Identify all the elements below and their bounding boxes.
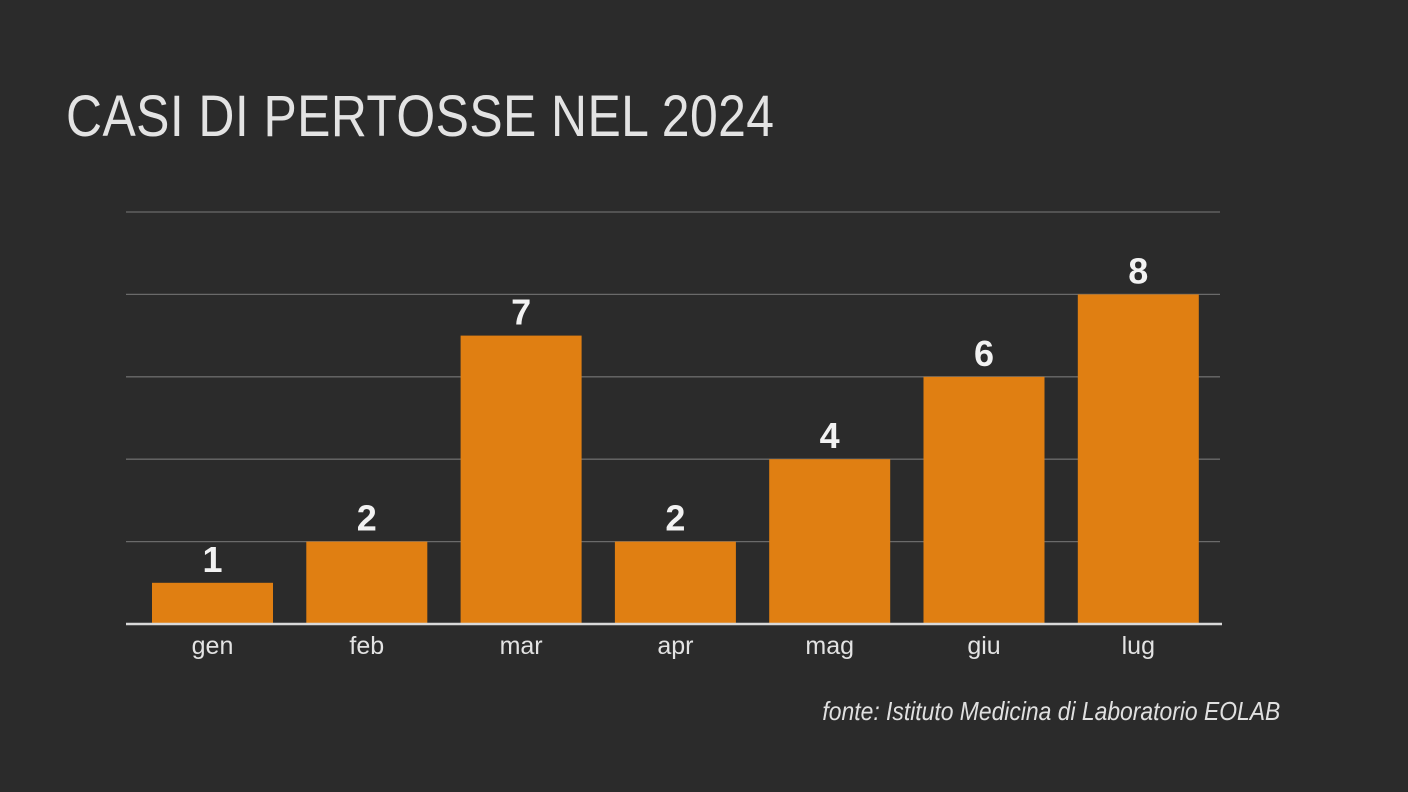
x-tick-label: apr	[657, 632, 693, 660]
x-tick-label: mag	[805, 632, 854, 660]
bar-giu	[923, 376, 1045, 624]
x-tick-label: mar	[500, 632, 543, 660]
bar-apr	[614, 541, 736, 624]
bar-feb	[306, 541, 428, 624]
x-tick-label: giu	[967, 632, 1000, 660]
bar-value-label: 2	[357, 498, 377, 539]
bar-value-label: 6	[974, 333, 994, 374]
bar-value-label: 7	[511, 292, 531, 333]
bar-value-label: 2	[665, 498, 685, 539]
chart-title: CASI DI PERTOSSE NEL 2024	[66, 84, 775, 149]
bar-mag	[769, 459, 891, 624]
bar-gen	[152, 582, 273, 624]
bar-value-label: 1	[202, 539, 222, 580]
x-tick-label: lug	[1122, 632, 1155, 660]
x-tick-label: gen	[192, 632, 234, 660]
bar-mar	[460, 335, 582, 624]
bar-value-label: 8	[1128, 250, 1148, 291]
bar-value-label: 4	[820, 415, 840, 456]
source-note: fonte: Istituto Medicina di Laboratorio …	[822, 696, 1280, 726]
x-tick-label: feb	[349, 632, 384, 660]
bar-lug	[1077, 294, 1199, 624]
